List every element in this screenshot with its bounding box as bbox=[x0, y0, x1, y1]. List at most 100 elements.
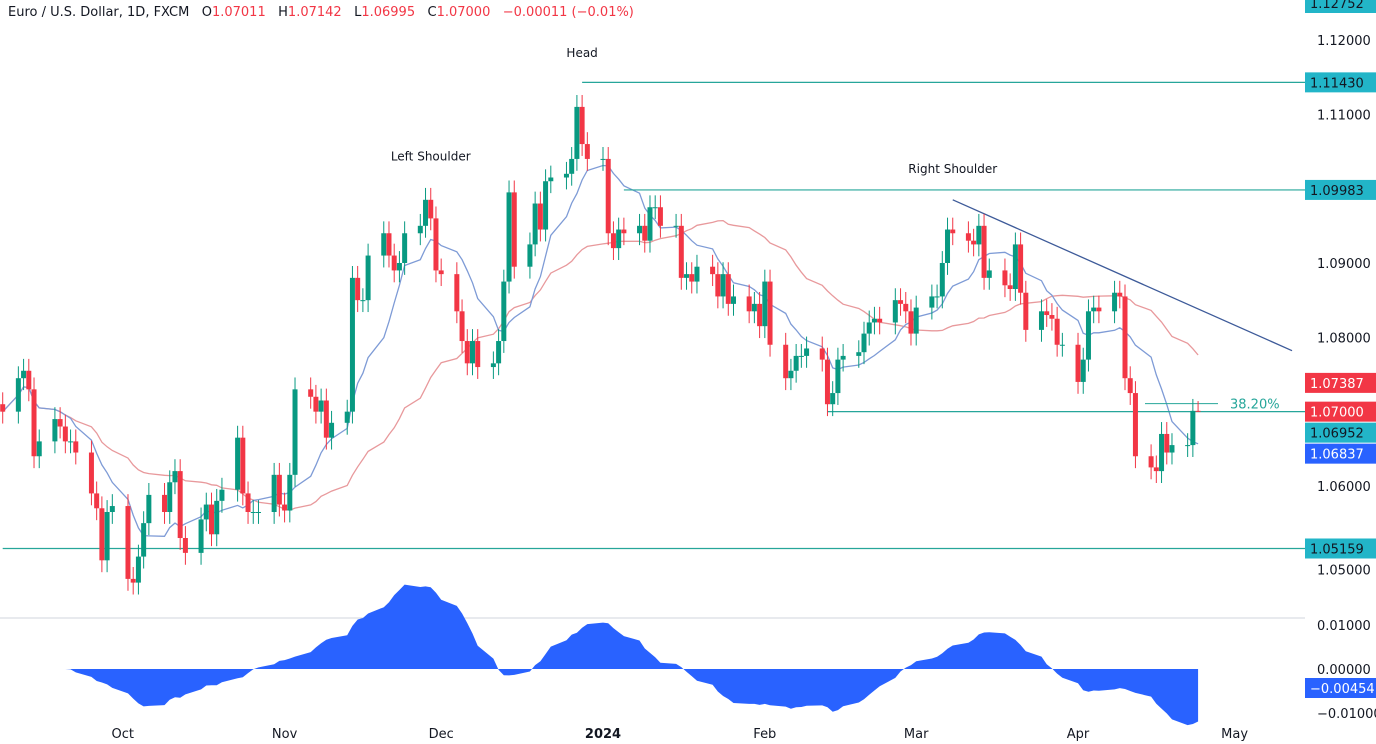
candle-body[interactable] bbox=[898, 300, 904, 304]
candle-body[interactable] bbox=[282, 504, 288, 511]
candle-body[interactable] bbox=[470, 341, 475, 364]
candle-body[interactable] bbox=[198, 519, 204, 553]
candle-body[interactable] bbox=[835, 359, 841, 394]
candle-body[interactable] bbox=[1007, 285, 1013, 290]
candle-body[interactable] bbox=[892, 300, 898, 323]
candle-body[interactable] bbox=[94, 493, 100, 509]
candle-body[interactable] bbox=[104, 511, 110, 561]
candle-body[interactable] bbox=[866, 322, 872, 334]
candle-body[interactable] bbox=[162, 494, 168, 512]
candle-body[interactable] bbox=[276, 474, 282, 505]
candle-body[interactable] bbox=[235, 437, 241, 490]
candle-body[interactable] bbox=[913, 307, 919, 334]
candle-body[interactable] bbox=[945, 229, 951, 263]
candle-body[interactable] bbox=[605, 158, 611, 234]
candle-body[interactable] bbox=[1096, 307, 1102, 312]
candle-body[interactable] bbox=[417, 225, 423, 234]
candle-body[interactable] bbox=[804, 348, 810, 356]
candle-body[interactable] bbox=[177, 471, 183, 539]
candle-body[interactable] bbox=[21, 370, 27, 379]
candle-body[interactable] bbox=[130, 578, 136, 583]
candle-body[interactable] bbox=[1153, 467, 1159, 472]
candle-body[interactable] bbox=[819, 348, 825, 360]
candle-body[interactable] bbox=[292, 389, 298, 475]
candle-body[interactable] bbox=[255, 511, 261, 513]
candle-body[interactable] bbox=[52, 419, 58, 442]
candle-body[interactable] bbox=[798, 355, 804, 357]
candle-body[interactable] bbox=[746, 296, 752, 312]
candle-body[interactable] bbox=[762, 281, 768, 327]
candle-body[interactable] bbox=[934, 296, 940, 298]
candle-body[interactable] bbox=[135, 556, 141, 583]
candle-body[interactable] bbox=[1190, 410, 1196, 446]
candle-body[interactable] bbox=[1148, 456, 1154, 468]
candle-body[interactable] bbox=[355, 277, 361, 301]
candle-body[interactable] bbox=[689, 274, 695, 282]
candle-body[interactable] bbox=[1117, 292, 1123, 297]
candle-body[interactable] bbox=[271, 474, 277, 512]
candle-body[interactable] bbox=[329, 422, 335, 438]
candle-body[interactable] bbox=[454, 274, 460, 312]
candle-body[interactable] bbox=[1195, 410, 1201, 412]
candle-body[interactable] bbox=[506, 192, 512, 282]
candle-body[interactable] bbox=[637, 225, 643, 234]
candle-body[interactable] bbox=[903, 303, 909, 312]
candle-body[interactable] bbox=[15, 378, 21, 412]
candle-body[interactable] bbox=[1002, 270, 1008, 286]
candle-body[interactable] bbox=[652, 207, 658, 209]
candle-body[interactable] bbox=[1012, 244, 1018, 290]
candle-body[interactable] bbox=[757, 303, 763, 327]
candle-body[interactable] bbox=[642, 225, 648, 241]
candle-body[interactable] bbox=[172, 471, 178, 483]
candle-body[interactable] bbox=[600, 158, 606, 160]
candle-body[interactable] bbox=[986, 270, 992, 278]
candle-body[interactable] bbox=[386, 233, 392, 256]
candle-body[interactable] bbox=[209, 504, 214, 535]
candle-body[interactable] bbox=[720, 274, 726, 297]
candle-body[interactable] bbox=[584, 144, 590, 159]
candle-body[interactable] bbox=[788, 370, 794, 379]
candle-body[interactable] bbox=[1038, 311, 1044, 330]
candle-body[interactable] bbox=[99, 508, 105, 561]
candle-body[interactable] bbox=[1049, 315, 1055, 319]
candle-body[interactable] bbox=[543, 181, 549, 230]
candle-body[interactable] bbox=[1023, 292, 1029, 330]
candle-body[interactable] bbox=[678, 225, 684, 278]
candle-body[interactable] bbox=[950, 229, 956, 234]
candle-body[interactable] bbox=[36, 441, 42, 457]
candle-body[interactable] bbox=[647, 207, 653, 241]
candle-body[interactable] bbox=[830, 393, 836, 405]
candle-body[interactable] bbox=[710, 266, 716, 275]
candle-body[interactable] bbox=[349, 277, 355, 412]
candle-body[interactable] bbox=[365, 255, 371, 301]
candle-body[interactable] bbox=[861, 333, 867, 353]
candle-body[interactable] bbox=[548, 177, 554, 182]
candle-body[interactable] bbox=[459, 311, 465, 342]
candle-body[interactable] bbox=[219, 489, 225, 501]
candle-body[interactable] bbox=[402, 233, 408, 263]
candle-body[interactable] bbox=[501, 281, 507, 342]
candle-body[interactable] bbox=[464, 341, 470, 364]
candle-body[interactable] bbox=[1054, 318, 1060, 345]
candle-body[interactable] bbox=[1091, 307, 1097, 312]
candle-body[interactable] bbox=[141, 523, 147, 557]
candle-body[interactable] bbox=[360, 300, 366, 302]
candle-body[interactable] bbox=[31, 389, 37, 457]
candle-body[interactable] bbox=[381, 233, 387, 256]
candle-body[interactable] bbox=[694, 266, 700, 282]
candle-body[interactable] bbox=[1169, 445, 1175, 453]
candle-body[interactable] bbox=[0, 404, 6, 412]
candle-body[interactable] bbox=[715, 274, 721, 297]
candle-body[interactable] bbox=[621, 229, 627, 234]
candle-body[interactable] bbox=[1159, 433, 1165, 472]
candle-body[interactable] bbox=[793, 355, 799, 371]
candle-body[interactable] bbox=[57, 419, 63, 427]
candle-body[interactable] bbox=[344, 411, 350, 423]
candle-body[interactable] bbox=[657, 207, 663, 226]
candle-body[interactable] bbox=[62, 426, 68, 442]
candle-body[interactable] bbox=[396, 262, 402, 271]
candle-body[interactable] bbox=[824, 359, 830, 405]
candle-body[interactable] bbox=[1044, 311, 1050, 316]
candle-body[interactable] bbox=[908, 311, 914, 334]
